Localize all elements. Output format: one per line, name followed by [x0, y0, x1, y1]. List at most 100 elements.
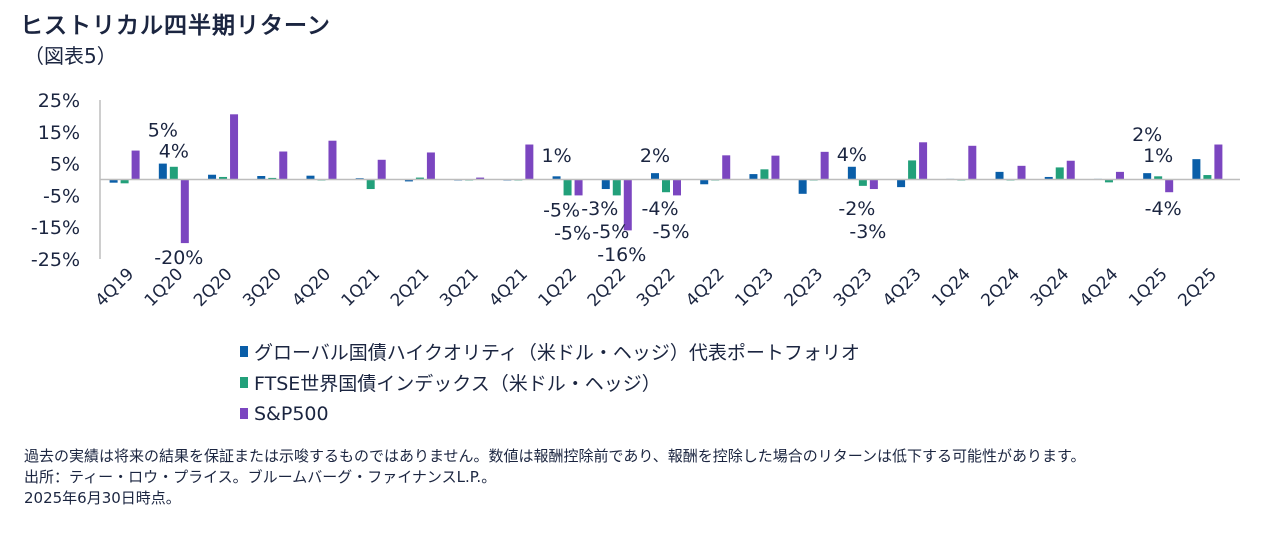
x-tick-label: 2Q22: [584, 264, 631, 311]
bar: [109, 179, 118, 183]
y-tick-label: 15%: [38, 122, 80, 144]
data-label: -5%: [554, 222, 591, 244]
legend-item-ftse: FTSE世界国債インデックス（米ドル・ヘッジ）: [240, 367, 860, 398]
legend-item-portfolio: グローバル国債ハイクオリティ（米ドル・ヘッジ）代表ポートフォリオ: [240, 336, 860, 367]
data-label: 4%: [159, 141, 189, 163]
x-tick-label: 3Q24: [1027, 264, 1074, 311]
as-of-date: 2025年6月30日時点。: [24, 489, 181, 507]
x-tick-label: 4Q20: [288, 264, 335, 311]
bar: [1165, 179, 1174, 193]
bar: [366, 179, 375, 190]
bar: [120, 179, 129, 184]
bar-chart: 25%15%5%-5%-15%-25%4Q19 1Q20 2Q20 3Q20 4Q20 1…: [31, 90, 1240, 311]
bar: [377, 159, 386, 180]
data-label: 5%: [148, 120, 178, 142]
bar: [257, 176, 266, 180]
legend-label: グローバル国債ハイクオリティ（米ドル・ヘッジ）代表ポートフォリオ: [254, 342, 860, 364]
x-tick-label: 4Q19: [92, 264, 139, 311]
x-tick-label: 1Q23: [731, 264, 778, 311]
legend-label: FTSE世界国債インデックス（米ドル・ヘッジ）: [254, 373, 661, 395]
bar: [306, 175, 315, 180]
bar: [404, 179, 413, 182]
bar: [1203, 175, 1212, 180]
x-tick-label: 2Q25: [1174, 264, 1221, 311]
x-tick-label: 3Q23: [830, 264, 877, 311]
bar: [612, 179, 621, 196]
bar: [760, 169, 769, 180]
bar: [563, 179, 572, 196]
bar: [158, 163, 167, 180]
x-tick-label: 1Q20: [141, 264, 188, 311]
bar: [897, 179, 906, 188]
x-tick-label: 2Q20: [190, 264, 237, 311]
data-label: 1%: [1143, 145, 1173, 167]
bar: [1055, 167, 1064, 180]
bar: [601, 179, 610, 190]
bar: [230, 114, 239, 180]
x-tick-label: 4Q21: [485, 264, 532, 311]
x-tick-label: 1Q24: [928, 264, 975, 311]
chart-title: ヒストリカル四半期リターン: [20, 13, 331, 39]
x-tick-label: 2Q23: [781, 264, 828, 311]
y-tick-label: 5%: [50, 154, 80, 176]
data-label: -5%: [653, 221, 690, 243]
data-label: -20%: [154, 247, 203, 269]
x-tick-label: 1Q22: [535, 264, 582, 311]
data-label: 1%: [541, 145, 571, 167]
bar: [1044, 176, 1053, 180]
data-label: -5%: [543, 199, 580, 221]
bar: [749, 174, 758, 180]
bar: [651, 173, 659, 180]
bar: [1017, 165, 1026, 180]
x-tick-label: 2Q24: [977, 264, 1024, 311]
bar: [623, 179, 632, 231]
bar: [1192, 159, 1201, 180]
y-tick-label: -25%: [31, 249, 80, 271]
bar: [328, 140, 337, 180]
x-tick-label: 4Q23: [879, 264, 926, 311]
data-label: 2%: [640, 145, 670, 167]
data-label: -4%: [1145, 198, 1182, 220]
y-tick-label: -5%: [43, 185, 80, 207]
x-tick-label: 3Q20: [239, 264, 286, 311]
bar: [798, 179, 807, 194]
bar: [995, 171, 1004, 180]
data-label: -5%: [592, 221, 629, 243]
x-tick-label: 4Q22: [682, 264, 729, 311]
bar: [662, 179, 670, 193]
data-label: -3%: [849, 221, 886, 243]
x-tick-label: 3Q22: [633, 264, 680, 311]
legend-swatch: [240, 377, 248, 388]
data-label: 2%: [1132, 124, 1162, 146]
data-label: 4%: [837, 144, 867, 166]
bar: [771, 155, 780, 180]
chart-subtitle: （図表5）: [24, 44, 117, 68]
bar: [820, 151, 829, 180]
bar: [279, 151, 288, 180]
legend-item-sp500: S&P500: [240, 398, 860, 429]
y-tick-label: 25%: [38, 90, 80, 112]
bar: [673, 179, 681, 196]
source-note: 出所：ティー・ロウ・プライス。ブルームバーグ・ファイナンスL.P.。: [24, 468, 497, 486]
bar: [908, 160, 917, 180]
bar: [552, 176, 561, 180]
bar: [869, 179, 878, 190]
legend-swatch: [240, 346, 248, 357]
bar: [847, 166, 856, 180]
legend-label: S&P500: [254, 402, 329, 425]
x-tick-label: 3Q21: [436, 264, 483, 311]
x-tick-label: 2Q21: [387, 264, 434, 311]
bar: [131, 150, 140, 180]
bar: [219, 176, 228, 180]
data-label: -4%: [642, 198, 679, 220]
bar: [208, 174, 217, 180]
x-tick-label: 1Q21: [338, 264, 385, 311]
bar: [1214, 144, 1223, 180]
x-tick-label: 4Q24: [1076, 264, 1123, 311]
bar: [919, 142, 928, 180]
bar: [968, 145, 977, 180]
bar: [268, 177, 277, 180]
bar: [722, 155, 731, 180]
bar: [426, 152, 435, 180]
data-label: -3%: [581, 198, 618, 220]
